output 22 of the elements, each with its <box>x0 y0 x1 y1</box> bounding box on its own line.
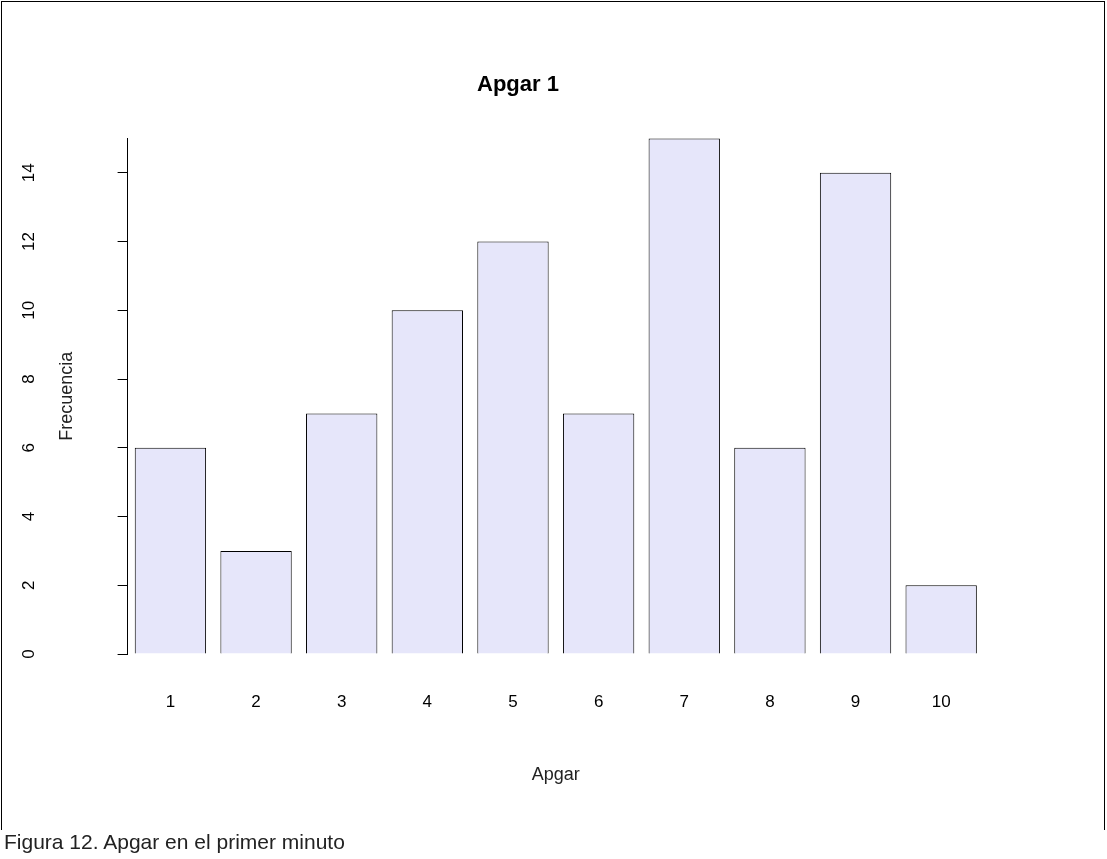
y-tick-label: 12 <box>19 232 39 251</box>
x-tick-label: 6 <box>593 691 604 711</box>
x-tick-label: 7 <box>679 691 689 711</box>
x-tick-label: 8 <box>765 691 775 711</box>
x-tick-label: 5 <box>508 691 518 711</box>
y-tick-label: 6 <box>19 443 39 453</box>
chart-title: Apgar 1 <box>477 71 559 97</box>
x-tick-label: 10 <box>931 691 951 711</box>
y-axis-title: Frecuencia <box>55 350 76 441</box>
x-tick-label: 4 <box>422 691 433 711</box>
x-axis-title: Apgar <box>531 764 580 785</box>
x-tick-label: 1 <box>165 691 176 711</box>
y-tick-label: 0 <box>19 649 39 659</box>
y-tick-label: 10 <box>19 300 39 320</box>
x-tick-label: 9 <box>850 691 861 711</box>
y-tick-label: 4 <box>19 511 39 522</box>
y-tick-label: 14 <box>19 163 39 183</box>
text: Figura 12. Apgar en el primer minuto <box>4 830 345 854</box>
y-tick-label: 8 <box>19 374 39 384</box>
x-tick-label: 3 <box>336 691 347 711</box>
x-tick-label: 2 <box>251 691 261 711</box>
y-tick-label: 2 <box>19 580 39 590</box>
